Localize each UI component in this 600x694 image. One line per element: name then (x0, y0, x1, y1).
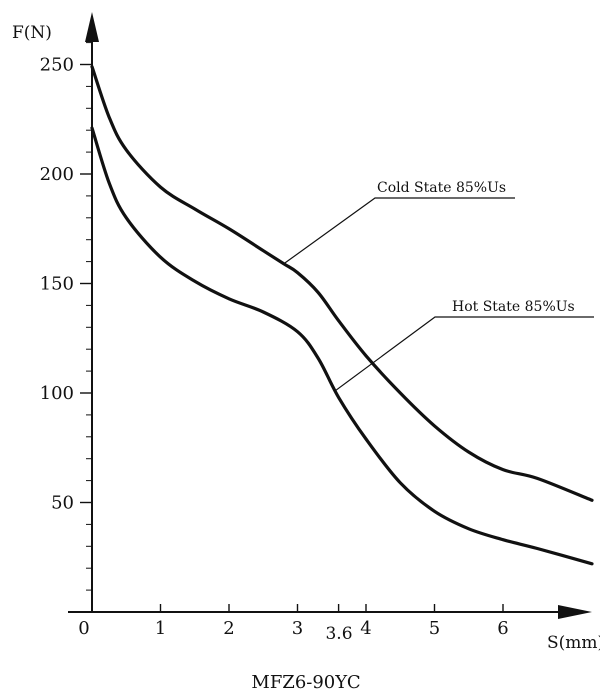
y-tick-label: 100 (40, 383, 74, 404)
y-tick-label: 250 (40, 55, 74, 76)
callout-leader (283, 197, 515, 265)
x-axis-arrow (558, 605, 592, 619)
x-tick-label: 4 (360, 618, 371, 639)
x-tick-label: 3 (292, 618, 303, 639)
x-tick-label: 5 (429, 618, 440, 639)
y-tick-label: 50 (51, 493, 74, 514)
chart-title: MFZ6-90YC (251, 672, 360, 693)
y-major-ticks: 50 100 150 200 250 (40, 55, 92, 514)
x-ticks: 0 1 2 3 4 5 6 (78, 604, 509, 639)
x-tick-label: 0 (78, 618, 89, 639)
y-tick-label: 200 (40, 164, 74, 185)
callouts: Cold State 85%Us Hot State 85%Us (283, 180, 594, 392)
x-tick-label: 6 (497, 618, 508, 639)
series-label: Cold State 85%Us (377, 180, 506, 196)
cold-state-curve (90, 65, 594, 502)
y-tick-label: 150 (40, 274, 74, 295)
y-minor-ticks (86, 42, 92, 591)
curves (90, 65, 594, 566)
x-tick-label: 1 (155, 618, 166, 639)
hot-state-curve (90, 126, 594, 566)
series-label: Hot State 85%Us (452, 299, 575, 315)
marker-label: 3.6 (325, 624, 352, 644)
y-axis-label: F(N) (12, 23, 52, 43)
x-axis-label: S(mm) (547, 633, 600, 653)
x-tick-label: 2 (223, 618, 234, 639)
y-axis-arrow (85, 12, 99, 42)
callout-leader (334, 316, 594, 392)
